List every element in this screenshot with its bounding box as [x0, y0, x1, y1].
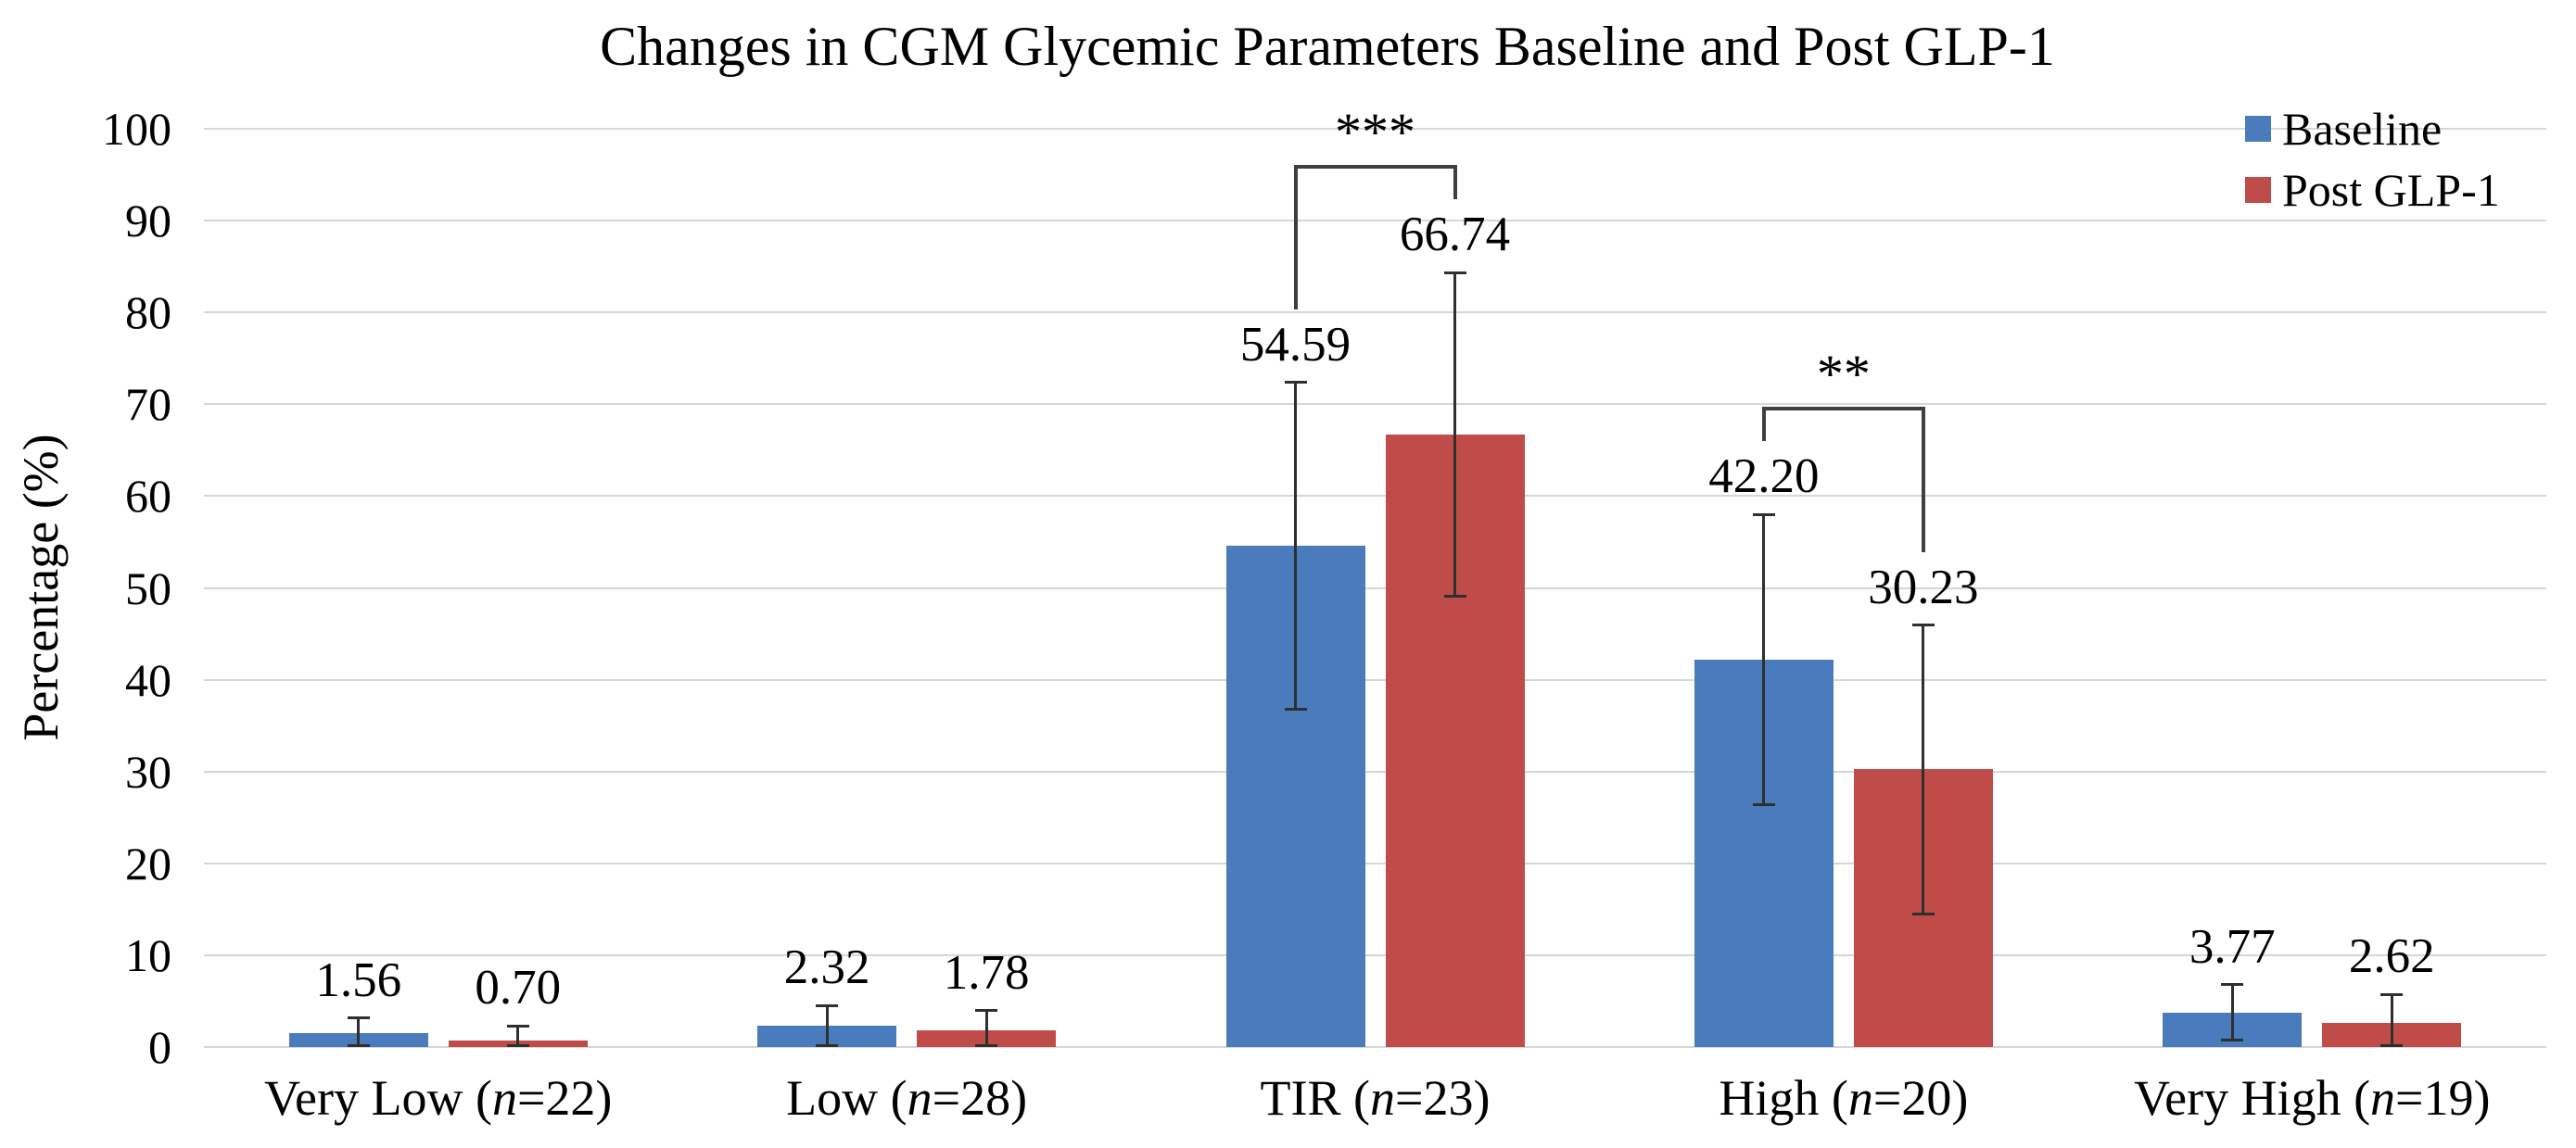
error-bar-cap — [2380, 1044, 2404, 1047]
error-bar-cap — [1911, 912, 1935, 915]
error-bar — [825, 1005, 829, 1046]
gridline — [204, 862, 2546, 864]
value-label: 42.20 — [1708, 449, 1820, 504]
error-bar — [984, 1010, 988, 1046]
value-label: 0.70 — [475, 961, 562, 1016]
category-label-text: Low ( — [786, 1070, 907, 1126]
error-bar-cap — [1443, 594, 1466, 598]
gridline — [204, 953, 2546, 956]
error-bar-cap — [1284, 381, 1307, 385]
error-bar-cap — [347, 1016, 370, 1020]
error-bar — [1453, 272, 1456, 597]
y-tick-label: 60 — [125, 470, 171, 523]
category-label-n-italic: n — [1370, 1070, 1396, 1126]
category-label-text: Very High ( — [2134, 1070, 2371, 1126]
gridline — [204, 587, 2546, 589]
x-axis-baseline — [204, 1046, 2546, 1048]
value-label: 3.77 — [2189, 919, 2276, 974]
category-label: High (n=20) — [1719, 1071, 1968, 1125]
y-tick-label: 40 — [125, 653, 171, 706]
category-label-text: =19) — [2395, 1070, 2491, 1126]
chart-title: Changes in CGM Glycemic Parameters Basel… — [600, 16, 2055, 77]
sig-bracket-left-drop — [1293, 165, 1298, 309]
category-label-text: TIR ( — [1260, 1070, 1371, 1126]
error-bar — [516, 1026, 520, 1046]
error-bar-cap — [816, 1003, 839, 1007]
error-bar — [1922, 624, 1925, 914]
sig-bracket-bar — [1293, 165, 1457, 170]
error-bar-cap — [1911, 624, 1935, 627]
error-bar — [1762, 514, 1766, 805]
y-tick-label: 10 — [125, 928, 171, 981]
category-label-text: =23) — [1395, 1070, 1491, 1126]
error-bar — [2390, 994, 2393, 1046]
legend-label-post-glp1: Post GLP-1 — [2282, 164, 2500, 216]
error-bar-cap — [975, 1044, 998, 1047]
gridline — [204, 128, 2546, 130]
error-bar-cap — [1752, 512, 1775, 516]
category-label-text: Very Low ( — [264, 1070, 492, 1126]
y-tick-label: 70 — [125, 378, 171, 431]
category-label-n-italic: n — [907, 1070, 933, 1126]
error-bar-cap — [506, 1024, 529, 1028]
legend: Baseline Post GLP-1 — [2245, 98, 2500, 221]
category-label-n-italic: n — [491, 1070, 517, 1126]
legend-label-baseline: Baseline — [2282, 103, 2443, 155]
value-label: 2.62 — [2348, 929, 2435, 984]
error-bar — [2230, 984, 2234, 1041]
sig-bracket-right-drop — [1921, 407, 1925, 552]
category-label: Low (n=28) — [786, 1071, 1027, 1125]
category-label-n-italic: n — [1847, 1070, 1873, 1126]
sig-bracket-bar — [1761, 407, 1925, 411]
category-label: Very High (n=19) — [2134, 1071, 2490, 1125]
category-label-text: =22) — [516, 1070, 613, 1126]
gridline — [204, 311, 2546, 314]
error-bar-cap — [1752, 802, 1775, 806]
y-tick-label: 50 — [125, 561, 171, 614]
gridline — [204, 770, 2546, 773]
significance-label: ** — [1816, 344, 1871, 405]
category-label-text: =20) — [1872, 1070, 1969, 1126]
y-tick-label: 30 — [125, 745, 171, 798]
legend-item-baseline: Baseline — [2245, 98, 2500, 159]
category-label-text: =28) — [932, 1070, 1028, 1126]
y-tick-label: 90 — [125, 195, 171, 247]
baseline-color-swatch-icon — [2245, 116, 2271, 142]
error-bar-cap — [2380, 992, 2404, 996]
value-label: 2.32 — [783, 940, 870, 995]
gridline — [204, 678, 2546, 681]
gridline — [204, 220, 2546, 222]
error-bar-cap — [506, 1044, 529, 1047]
error-bar-cap — [816, 1044, 839, 1047]
value-label: 54.59 — [1239, 317, 1351, 372]
category-label-n-italic: n — [2370, 1070, 2396, 1126]
value-label: 1.78 — [943, 945, 1030, 1000]
sig-bracket-right-drop — [1453, 165, 1457, 200]
error-bar-cap — [2221, 1038, 2244, 1041]
value-label: 30.23 — [1868, 560, 1979, 614]
error-bar-cap — [1284, 707, 1307, 711]
error-bar-cap — [347, 1044, 370, 1047]
value-label: 66.74 — [1399, 208, 1511, 262]
y-tick-label: 0 — [148, 1021, 171, 1073]
category-label: TIR (n=23) — [1261, 1071, 1491, 1125]
error-bar-cap — [975, 1009, 998, 1013]
post-glp1-color-swatch-icon — [2245, 177, 2271, 203]
sig-bracket-left-drop — [1761, 407, 1766, 442]
legend-item-post-glp1: Post GLP-1 — [2245, 159, 2500, 221]
gridline — [204, 495, 2546, 498]
error-bar-cap — [2221, 983, 2244, 987]
gridline — [204, 403, 2546, 406]
value-label: 1.56 — [315, 952, 402, 1007]
category-label-text: High ( — [1719, 1070, 1848, 1126]
error-bar-cap — [1443, 271, 1466, 274]
error-bar — [357, 1017, 361, 1046]
category-label: Very Low (n=22) — [264, 1071, 612, 1125]
y-tick-label: 20 — [125, 837, 171, 889]
y-tick-label: 100 — [102, 103, 171, 155]
error-bar — [1294, 382, 1297, 710]
y-tick-label: 80 — [125, 286, 171, 339]
significance-label: *** — [1335, 102, 1415, 163]
